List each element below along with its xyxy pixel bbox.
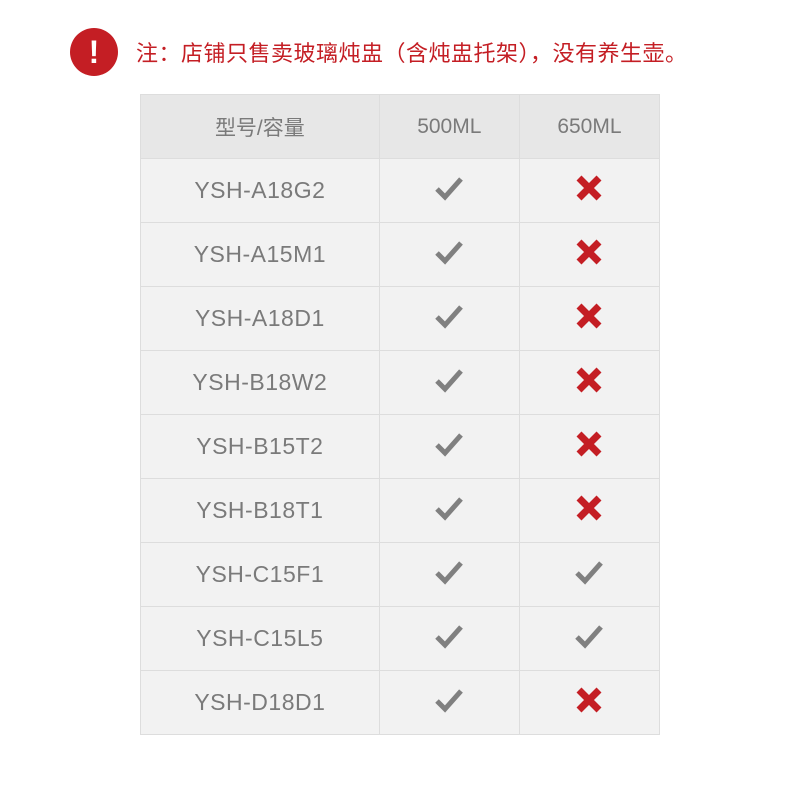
alert-icon: ! bbox=[70, 28, 118, 76]
cell-500 bbox=[379, 287, 519, 351]
table-row: YSH-B15T2 bbox=[141, 415, 660, 479]
col-header-500: 500ML bbox=[379, 95, 519, 159]
model-cell: YSH-A18D1 bbox=[141, 287, 380, 351]
model-cell: YSH-A18G2 bbox=[141, 159, 380, 223]
cell-650 bbox=[519, 351, 659, 415]
cell-650 bbox=[519, 607, 659, 671]
cell-500 bbox=[379, 607, 519, 671]
cell-500 bbox=[379, 415, 519, 479]
alert-glyph: ! bbox=[89, 36, 100, 68]
cell-500 bbox=[379, 543, 519, 607]
check-icon bbox=[574, 623, 604, 649]
cell-650 bbox=[519, 479, 659, 543]
cross-icon bbox=[576, 303, 602, 329]
cross-icon bbox=[576, 431, 602, 457]
cell-500 bbox=[379, 671, 519, 735]
compat-table: 型号/容量 500ML 650ML YSH-A18G2YSH-A15M1YSH-… bbox=[140, 94, 660, 735]
table-row: YSH-D18D1 bbox=[141, 671, 660, 735]
cross-icon bbox=[576, 175, 602, 201]
cross-icon bbox=[576, 239, 602, 265]
cell-500 bbox=[379, 351, 519, 415]
table-row: YSH-B18W2 bbox=[141, 351, 660, 415]
check-icon bbox=[434, 367, 464, 393]
col-header-model: 型号/容量 bbox=[141, 95, 380, 159]
model-cell: YSH-C15L5 bbox=[141, 607, 380, 671]
notice-bar: ! 注：店铺只售卖玻璃炖盅（含炖盅托架），没有养生壶。 bbox=[0, 0, 800, 94]
model-cell: YSH-B18W2 bbox=[141, 351, 380, 415]
model-cell: YSH-D18D1 bbox=[141, 671, 380, 735]
table-row: YSH-C15F1 bbox=[141, 543, 660, 607]
cell-500 bbox=[379, 223, 519, 287]
check-icon bbox=[434, 175, 464, 201]
cell-650 bbox=[519, 415, 659, 479]
cell-650 bbox=[519, 671, 659, 735]
check-icon bbox=[434, 687, 464, 713]
table-header-row: 型号/容量 500ML 650ML bbox=[141, 95, 660, 159]
table-row: YSH-A18G2 bbox=[141, 159, 660, 223]
cell-500 bbox=[379, 159, 519, 223]
col-header-650: 650ML bbox=[519, 95, 659, 159]
cross-icon bbox=[576, 495, 602, 521]
check-icon bbox=[434, 303, 464, 329]
check-icon bbox=[574, 559, 604, 585]
check-icon bbox=[434, 495, 464, 521]
cell-650 bbox=[519, 287, 659, 351]
cell-650 bbox=[519, 159, 659, 223]
model-cell: YSH-B15T2 bbox=[141, 415, 380, 479]
notice-text: 注：店铺只售卖玻璃炖盅（含炖盅托架），没有养生壶。 bbox=[136, 36, 688, 68]
table-row: YSH-B18T1 bbox=[141, 479, 660, 543]
table-row: YSH-A18D1 bbox=[141, 287, 660, 351]
check-icon bbox=[434, 559, 464, 585]
cell-500 bbox=[379, 479, 519, 543]
cross-icon bbox=[576, 687, 602, 713]
model-cell: YSH-A15M1 bbox=[141, 223, 380, 287]
model-cell: YSH-B18T1 bbox=[141, 479, 380, 543]
cell-650 bbox=[519, 543, 659, 607]
cell-650 bbox=[519, 223, 659, 287]
table-row: YSH-A15M1 bbox=[141, 223, 660, 287]
table-row: YSH-C15L5 bbox=[141, 607, 660, 671]
cross-icon bbox=[576, 367, 602, 393]
check-icon bbox=[434, 239, 464, 265]
check-icon bbox=[434, 623, 464, 649]
check-icon bbox=[434, 431, 464, 457]
model-cell: YSH-C15F1 bbox=[141, 543, 380, 607]
compat-table-wrap: 型号/容量 500ML 650ML YSH-A18G2YSH-A15M1YSH-… bbox=[140, 94, 660, 735]
table-body: YSH-A18G2YSH-A15M1YSH-A18D1YSH-B18W2YSH-… bbox=[141, 159, 660, 735]
